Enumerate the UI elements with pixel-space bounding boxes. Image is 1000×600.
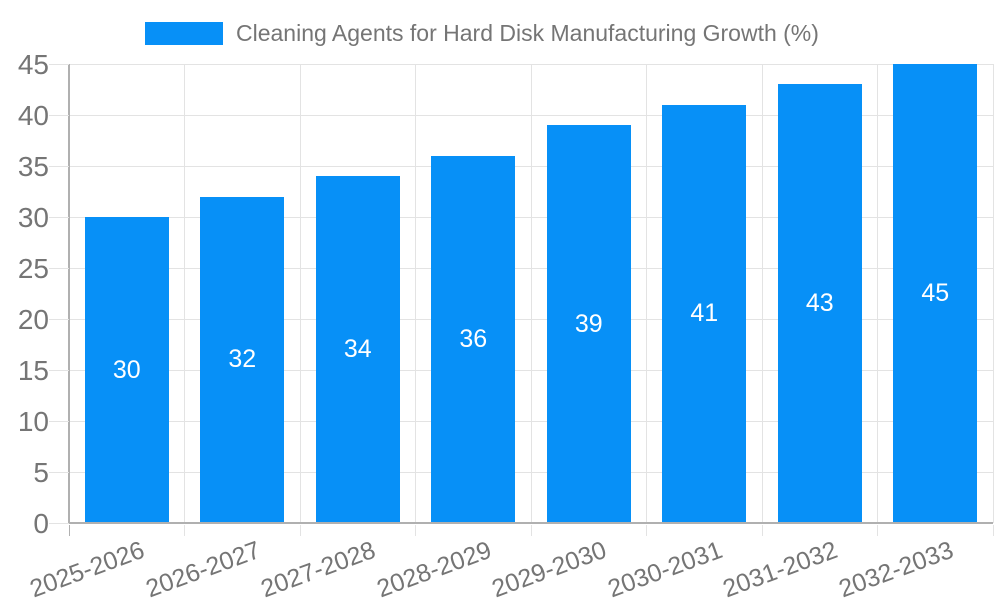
x-tick <box>992 525 994 536</box>
v-gridline <box>299 64 301 523</box>
x-tick <box>761 525 763 536</box>
y-tick <box>49 318 69 320</box>
bar-2032-2033: 45 <box>893 64 978 523</box>
bar-value-label: 34 <box>343 335 372 364</box>
x-tick-label: 2032-2033 <box>834 536 957 600</box>
y-tick <box>49 267 69 269</box>
y-tick <box>49 471 69 473</box>
y-tick-label: 20 <box>17 304 49 335</box>
y-axis-line <box>68 64 70 523</box>
bar-value-label: 45 <box>921 279 950 307</box>
plot-area: 30 32 34 36 39 41 43 45 <box>68 63 994 524</box>
y-tick <box>49 369 69 371</box>
v-gridline <box>761 64 763 523</box>
x-tick-label: 2026-2027 <box>141 536 264 600</box>
bar-2028-2029: 36 <box>431 155 516 523</box>
bar-2030-2031: 41 <box>662 104 747 523</box>
y-tick-label: 25 <box>17 253 49 284</box>
x-tick-label: 2030-2031 <box>603 536 726 600</box>
bar-2031-2032: 43 <box>777 84 862 523</box>
x-axis-line <box>69 522 993 524</box>
v-gridline <box>992 64 994 523</box>
bar-value-label: 36 <box>459 324 488 353</box>
bar-2029-2030: 39 <box>546 125 631 523</box>
x-tick <box>184 525 185 536</box>
y-tick <box>49 522 69 524</box>
bar-2027-2028: 34 <box>315 176 400 523</box>
y-tick-label: 30 <box>17 202 49 233</box>
y-tick <box>49 165 69 167</box>
x-tick-label: 2027-2028 <box>257 536 380 600</box>
y-tick-label: 10 <box>17 406 49 437</box>
legend: Cleaning Agents for Hard Disk Manufactur… <box>145 20 819 47</box>
y-tick-label: 45 <box>17 49 49 80</box>
bar-value-label: 32 <box>228 345 257 374</box>
x-tick-label: 2025-2026 <box>26 536 149 600</box>
bar-value-label: 30 <box>112 355 141 384</box>
legend-swatch <box>145 22 223 45</box>
y-tick <box>49 216 69 218</box>
bar-2025-2026: 30 <box>84 217 169 523</box>
x-tick-label: 2031-2032 <box>719 536 842 600</box>
v-gridline <box>184 64 185 523</box>
v-gridline <box>646 64 647 523</box>
x-tick <box>299 525 301 536</box>
bar-value-label: 39 <box>574 309 603 338</box>
x-tick <box>415 525 416 536</box>
y-tick-label: 35 <box>17 151 49 182</box>
y-tick-label: 5 <box>33 457 49 488</box>
v-gridline <box>877 64 878 523</box>
x-tick <box>530 525 532 536</box>
bar-value-label: 41 <box>690 299 719 328</box>
y-tick-label: 0 <box>33 508 49 539</box>
x-tick <box>646 525 647 536</box>
y-tick <box>49 63 69 65</box>
y-tick <box>49 114 69 116</box>
x-tick-label: 2029-2030 <box>488 536 611 600</box>
v-gridline <box>530 64 532 523</box>
y-tick <box>49 420 69 422</box>
y-tick-label: 40 <box>17 100 49 131</box>
bar-value-label: 43 <box>805 289 834 318</box>
x-tick <box>877 525 878 536</box>
bar-2026-2027: 32 <box>200 196 285 523</box>
v-gridline <box>415 64 416 523</box>
y-tick-label: 15 <box>17 355 49 386</box>
x-tick <box>68 525 70 536</box>
x-tick-label: 2028-2029 <box>372 536 495 600</box>
chart-title: Cleaning Agents for Hard Disk Manufactur… <box>236 20 819 46</box>
